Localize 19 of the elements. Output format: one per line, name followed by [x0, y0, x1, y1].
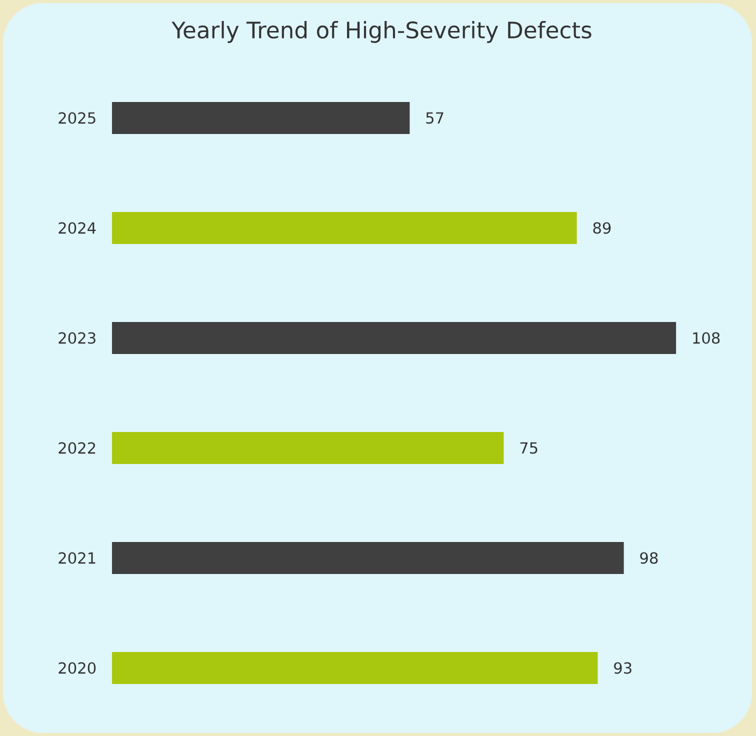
bar: [112, 432, 504, 464]
bar: [112, 212, 577, 244]
y-tick-label: 2021: [58, 552, 96, 564]
y-tick-label: 2025: [58, 112, 96, 124]
y-tick-label: 2020: [58, 662, 96, 674]
data-label: 89: [593, 222, 611, 234]
data-label: 93: [614, 662, 632, 674]
data-label: 57: [426, 112, 444, 124]
y-tick-label: 2023: [58, 332, 96, 344]
bar: [112, 102, 410, 134]
bar: [112, 322, 676, 354]
data-label: 108: [693, 332, 720, 344]
bar: [112, 542, 624, 574]
y-tick-label: 2024: [58, 222, 96, 234]
bar: [112, 652, 598, 684]
data-label: 75: [520, 442, 538, 454]
y-tick-label: 2022: [58, 442, 96, 454]
chart-title: Yearly Trend of High-Severity Defects: [172, 21, 592, 43]
data-label: 98: [640, 552, 658, 564]
